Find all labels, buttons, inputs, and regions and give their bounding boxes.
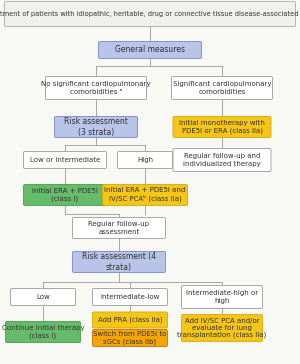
Text: Initial monotherapy with
PDE5i or ERA (class IIa): Initial monotherapy with PDE5i or ERA (c… xyxy=(179,120,265,134)
Text: Risk assessment
(3 strata): Risk assessment (3 strata) xyxy=(64,117,128,137)
Text: High: High xyxy=(137,157,153,163)
FancyBboxPatch shape xyxy=(172,76,272,99)
FancyBboxPatch shape xyxy=(92,312,167,328)
Text: Low: Low xyxy=(36,294,50,300)
FancyBboxPatch shape xyxy=(23,185,106,206)
FancyBboxPatch shape xyxy=(4,1,296,27)
Text: Low or intermediate: Low or intermediate xyxy=(30,157,100,163)
FancyBboxPatch shape xyxy=(173,116,271,138)
Text: General measures: General measures xyxy=(115,46,185,55)
FancyBboxPatch shape xyxy=(103,185,188,206)
Text: Intermediate-low: Intermediate-low xyxy=(100,294,160,300)
FancyBboxPatch shape xyxy=(182,314,262,341)
Text: Significant cardiopulmonary
comorbidities: Significant cardiopulmonary comorbiditie… xyxy=(173,82,271,95)
FancyBboxPatch shape xyxy=(92,329,167,347)
Text: Intermediate-high or
high: Intermediate-high or high xyxy=(186,290,258,304)
Text: Add IV/SC PCA and/or
evaluate for lung
transplantation (class IIa): Add IV/SC PCA and/or evaluate for lung t… xyxy=(177,317,267,339)
FancyBboxPatch shape xyxy=(182,285,262,309)
Text: Regular follow-up
assessment: Regular follow-up assessment xyxy=(88,221,149,235)
FancyBboxPatch shape xyxy=(118,151,172,169)
Text: Initial ERA + PDE5i and
IV/SC PCAᵇ (class IIa): Initial ERA + PDE5i and IV/SC PCAᵇ (clas… xyxy=(104,187,186,202)
FancyBboxPatch shape xyxy=(92,289,167,305)
FancyBboxPatch shape xyxy=(23,151,106,169)
FancyBboxPatch shape xyxy=(173,149,271,171)
FancyBboxPatch shape xyxy=(5,321,80,343)
Text: No significant cardiopulmonary
comorbidities ᵃ: No significant cardiopulmonary comorbidi… xyxy=(41,82,151,95)
Text: Initial ERA + PDE5i
(class I): Initial ERA + PDE5i (class I) xyxy=(32,188,98,202)
FancyBboxPatch shape xyxy=(73,252,166,273)
Text: Risk assessment (4
strata): Risk assessment (4 strata) xyxy=(82,252,156,272)
Text: Add PRA (class IIa): Add PRA (class IIa) xyxy=(98,317,162,323)
FancyBboxPatch shape xyxy=(98,41,202,59)
FancyBboxPatch shape xyxy=(73,218,166,238)
Text: Regular follow-up and
individualized therapy: Regular follow-up and individualized the… xyxy=(183,153,261,167)
FancyBboxPatch shape xyxy=(11,289,76,305)
FancyBboxPatch shape xyxy=(46,76,146,99)
FancyBboxPatch shape xyxy=(55,116,137,138)
Text: Treatment of patients with idiopathic, heritable, drug or connective tissue dise: Treatment of patients with idiopathic, h… xyxy=(0,11,300,17)
Text: Switch from PDE5i to
sGCs (class IIb): Switch from PDE5i to sGCs (class IIb) xyxy=(93,331,167,345)
Text: Continue initial therapy
(class I): Continue initial therapy (class I) xyxy=(2,325,84,339)
